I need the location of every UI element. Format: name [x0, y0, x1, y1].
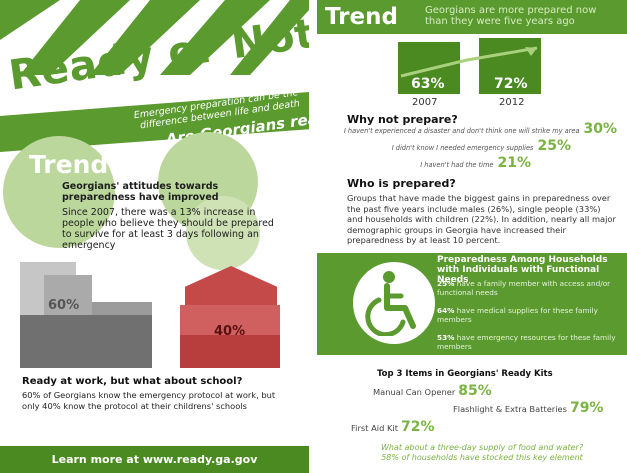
wheelchair-icon [365, 271, 416, 336]
kit-item: Flashlight & Extra Batteries 79% [453, 400, 603, 416]
needs-item-pct: 64% [437, 306, 455, 315]
school-percentage: 40% [214, 324, 246, 339]
footer-link[interactable]: Learn more at www.ready.ga.gov [0, 446, 309, 473]
why-item-pct: 21% [497, 155, 531, 171]
kit-item: First Aid Kit 72% [351, 419, 435, 435]
why-item-text: I haven't had the time [420, 161, 494, 169]
trend-label: Trend [29, 150, 109, 179]
why-heading: Why not prepare? [347, 113, 458, 126]
needs-item-text: have a family member with access and/or … [437, 279, 611, 297]
year-percentage: 72% [494, 76, 528, 92]
trend-subtitle: Georgians are more prepared now than the… [425, 5, 597, 27]
needs-heading: Preparedness Among Households with Indiv… [437, 255, 608, 285]
kits-foot-question: What about a three-day supply of food an… [380, 443, 584, 452]
trend-header [317, 0, 627, 34]
school-fill-level [180, 305, 280, 335]
left-panel: Ready or Not? Emergency preparation can … [0, 0, 309, 473]
kit-item-pct: 79% [569, 400, 604, 416]
why-item: I haven't had the time 21% [420, 155, 531, 171]
year-box-2012 [479, 38, 541, 94]
needs-item-pct: 25% [437, 279, 455, 288]
trend-heading: Georgians' attitudes towards preparednes… [62, 181, 219, 203]
work-body: 60% of Georgians know the emergency prot… [22, 390, 276, 411]
trend-label: Trend [325, 4, 398, 30]
needs-item: 53% have emergency resources for these f… [437, 333, 623, 351]
work-heading: Ready at work, but what about school? [22, 376, 243, 387]
why-item-pct: 25% [537, 138, 571, 154]
needs-item: 25% have a family member with access and… [437, 279, 623, 297]
needs-item-text: have medical supplies for these family m… [437, 306, 598, 324]
kit-item-pct: 72% [400, 419, 435, 435]
who-heading: Who is prepared? [347, 177, 456, 190]
why-item-text: I haven't experienced a disaster and don… [343, 127, 580, 135]
needs-item: 64% have medical supplies for these fami… [437, 306, 623, 324]
trend-body: Since 2007, there was a 13% increase in … [62, 207, 274, 251]
kit-item: Manual Can Opener 85% [373, 383, 492, 399]
decorative-stripes [0, 0, 309, 92]
kit-item-pct: 85% [458, 383, 492, 399]
decor-circle [3, 136, 115, 248]
trend-arrow-icon [400, 46, 538, 78]
why-item: I didn't know I needed emergency supplie… [392, 138, 571, 154]
why-item: I haven't experienced a disaster and don… [344, 121, 617, 137]
kits-heading: Top 3 Items in Georgians' Ready Kits [377, 369, 553, 379]
why-item-pct: 30% [583, 121, 617, 137]
kit-item-label: First Aid Kit [351, 423, 398, 433]
kits-foot-answer: 58% of households have stocked this key … [381, 453, 583, 462]
decor-circle [186, 196, 260, 270]
year-label: 2007 [412, 97, 438, 108]
kits-footnote: What about a three-day supply of food an… [347, 443, 617, 463]
year-percentage: 63% [411, 76, 445, 92]
office-fill-level [20, 315, 152, 368]
who-body: Groups that have made the biggest gains … [347, 193, 616, 245]
needs-item-pct: 53% [437, 333, 455, 342]
right-panel: Trend Georgians are more prepared now th… [317, 0, 627, 473]
needs-item-text: have emergency resources for these famil… [437, 333, 616, 351]
kit-item-label: Flashlight & Extra Batteries [453, 404, 567, 414]
kit-item-label: Manual Can Opener [373, 387, 456, 397]
work-percentage: 60% [48, 298, 80, 313]
why-item-text: I didn't know I needed emergency supplie… [391, 144, 534, 152]
panel-divider [309, 0, 317, 473]
year-label: 2012 [499, 97, 525, 108]
